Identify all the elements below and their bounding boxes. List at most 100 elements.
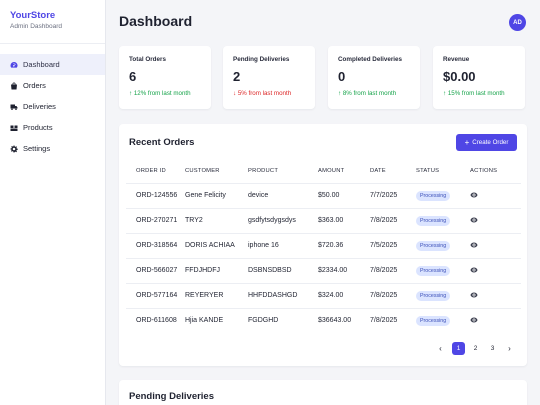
pending-deliveries-title: Pending Deliveries (129, 391, 215, 402)
cell-status: Processing (416, 307, 470, 333)
stat-change: ↑ 15% from last month (443, 90, 515, 97)
plus-icon: + (464, 137, 470, 147)
eye-icon[interactable] (470, 292, 478, 301)
cell-customer: FFDJHDFJ (185, 257, 248, 283)
sidebar-item-label: Settings (23, 144, 51, 153)
column-header-order-id: ORDER ID (136, 167, 166, 174)
pagination-page-1[interactable]: 1 (452, 342, 465, 355)
pagination-page-3[interactable]: 3 (486, 342, 499, 355)
orders-table: ORDER ID CUSTOMER PRODUCT AMOUNT DATE ST… (126, 159, 521, 333)
cell-date: 7/8/2025 (370, 257, 416, 283)
cell-date: 7/8/2025 (370, 307, 416, 333)
sidebar-item-products[interactable]: Products (0, 117, 105, 138)
cell-date: 7/8/2025 (370, 207, 416, 233)
arrow-up-icon: ↑ (338, 90, 342, 97)
recent-orders-card: Recent Orders + Create Order ORDER ID CU… (119, 124, 527, 366)
sidebar-item-dashboard[interactable]: Dashboard (0, 54, 105, 75)
cell-customer: TRY2 (185, 207, 248, 233)
eye-icon[interactable] (470, 317, 478, 326)
cell-actions (470, 307, 521, 333)
cell-actions (470, 282, 521, 308)
arrow-down-icon: ↓ (233, 90, 237, 97)
cell-date: 7/5/2025 (370, 232, 416, 258)
stat-change-text: 12% from last month (133, 90, 191, 97)
dashboard-icon (10, 61, 23, 69)
cell-status: Processing (416, 257, 470, 283)
column-header-amount: AMOUNT (318, 167, 345, 174)
stat-value: 2 (233, 69, 241, 84)
status-badge: Processing (416, 315, 451, 326)
cell-actions (470, 182, 521, 208)
sidebar-item-label: Deliveries (23, 102, 56, 111)
column-header-actions: ACTIONS (470, 167, 498, 174)
column-header-status: STATUS (416, 167, 440, 174)
stat-card-completed-deliveries: Completed Deliveries 0 ↑ 8% from last mo… (328, 46, 420, 109)
stat-value: $0.00 (443, 69, 476, 84)
arrow-up-icon: ↑ (129, 90, 133, 97)
cell-date: 7/7/2025 (370, 182, 416, 208)
cell-status: Processing (416, 282, 470, 308)
stat-label: Pending Deliveries (233, 56, 290, 63)
cell-status: Processing (416, 232, 470, 258)
column-header-product: PRODUCT (248, 167, 279, 174)
cell-date: 7/8/2025 (370, 282, 416, 308)
stat-label: Total Orders (129, 56, 166, 63)
sidebar-item-settings[interactable]: Settings (0, 138, 105, 159)
boxes-icon (10, 124, 23, 132)
eye-icon[interactable] (470, 217, 478, 226)
table-row[interactable]: ORD-577164 REYERYER HHFDDASHGD $324.00 7… (126, 282, 521, 308)
stat-card-revenue: Revenue $0.00 ↑ 15% from last month (433, 46, 525, 109)
cell-actions (470, 207, 521, 233)
sidebar-item-deliveries[interactable]: Deliveries (0, 96, 105, 117)
cell-status: Processing (416, 207, 470, 233)
table-row[interactable]: ORD-270271 TRY2 gsdfytsdygsdys $363.00 7… (126, 207, 521, 233)
eye-icon[interactable] (470, 267, 478, 276)
cell-customer: Gene Felicity (185, 182, 248, 208)
table-header-row: ORDER ID CUSTOMER PRODUCT AMOUNT DATE ST… (126, 159, 521, 183)
pagination-page-2[interactable]: 2 (469, 342, 482, 355)
sidebar-item-orders[interactable]: Orders (0, 75, 105, 96)
cell-order-id: ORD-611608 (126, 307, 185, 333)
table-row[interactable]: ORD-318564 DORIS ACHIAA iphone 16 $720.3… (126, 232, 521, 258)
create-order-button[interactable]: + Create Order (456, 134, 517, 151)
status-badge: Processing (416, 240, 451, 251)
cell-amount: $363.00 (318, 207, 370, 233)
cell-product: DSBNSDBSD (248, 257, 318, 283)
stat-label: Revenue (443, 56, 470, 63)
cell-product: gsdfytsdygsdys (248, 207, 318, 233)
stat-label: Completed Deliveries (338, 56, 403, 63)
stat-change: ↑ 8% from last month (338, 90, 410, 97)
column-header-customer: CUSTOMER (185, 167, 220, 174)
sidebar: YourStore Admin Dashboard Dashboard Orde… (0, 0, 106, 405)
cell-amount: $50.00 (318, 182, 370, 208)
sidebar-item-label: Dashboard (23, 60, 60, 69)
cell-customer: REYERYER (185, 282, 248, 308)
table-row[interactable]: ORD-566027 FFDJHDFJ DSBNSDBSD $2334.00 7… (126, 257, 521, 283)
status-badge: Processing (416, 215, 451, 226)
gear-icon (10, 145, 23, 153)
brand-name[interactable]: YourStore (10, 10, 56, 21)
cell-customer: Hjia KANDE (185, 307, 248, 333)
cell-amount: $324.00 (318, 282, 370, 308)
cell-actions (470, 257, 521, 283)
pagination-next-button[interactable]: › (508, 344, 511, 353)
create-order-label: Create Order (472, 139, 509, 146)
cell-product: FGDGHD (248, 307, 318, 333)
eye-icon[interactable] (470, 192, 478, 201)
stat-change-text: 15% from last month (447, 90, 505, 97)
recent-orders-title: Recent Orders (129, 137, 195, 148)
brand-subtitle: Admin Dashboard (10, 23, 63, 30)
stat-card-pending-deliveries: Pending Deliveries 2 ↓ 5% from last mont… (223, 46, 315, 109)
pagination-prev-button[interactable]: ‹ (439, 344, 442, 353)
table-row[interactable]: ORD-124556 Gene Felicity device $50.00 7… (126, 182, 521, 208)
cell-product: iphone 16 (248, 232, 318, 258)
eye-icon[interactable] (470, 242, 478, 251)
page-title: Dashboard (119, 13, 193, 29)
cell-product: device (248, 182, 318, 208)
stat-change: ↓ 5% from last month (233, 90, 305, 97)
bag-icon (10, 82, 23, 90)
avatar[interactable]: AD (509, 14, 526, 31)
table-row[interactable]: ORD-611608 Hjia KANDE FGDGHD $36643.00 7… (126, 307, 521, 333)
cell-product: HHFDDASHGD (248, 282, 318, 308)
cell-amount: $720.36 (318, 232, 370, 258)
